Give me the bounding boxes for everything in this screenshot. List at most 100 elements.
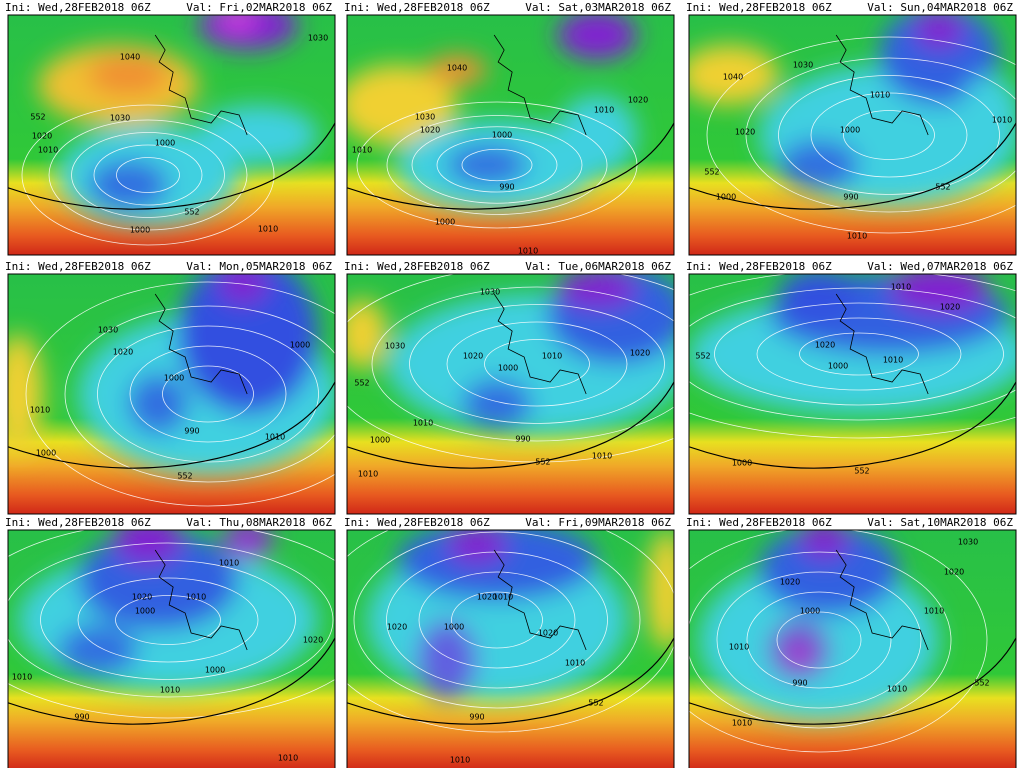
contour-552 [689, 122, 1016, 210]
isobar [843, 110, 935, 160]
contour-label: 1010 [219, 559, 239, 568]
contour-label: 1030 [793, 61, 813, 70]
contour-label: 1040 [120, 53, 140, 62]
contour-label: 990 [184, 427, 199, 436]
contour-label: 1010 [186, 593, 206, 602]
contour-label: 1010 [870, 91, 890, 100]
forecast-panel: Ini: Wed,28FEB2018 06Z Val: Mon,05MAR2018… [5, 260, 336, 515]
contour-label: 1030 [98, 326, 118, 335]
forecast-panel: Ini: Wed,28FEB2018 06Z Val: Fri,09MAR2018… [344, 516, 675, 768]
map-frame [688, 529, 1017, 768]
contour-label: 1020 [780, 578, 800, 587]
contour-label: 1010 [847, 232, 867, 241]
pressure-field [689, 274, 1016, 414]
init-time: Ini: Wed,28FEB2018 06Z [344, 260, 490, 273]
isobar [689, 287, 1016, 421]
contour-552 [8, 381, 335, 469]
valid-time: Val: Sat,10MAR2018 06Z [867, 516, 1013, 529]
contour-label: 1010 [258, 225, 278, 234]
init-time: Ini: Wed,28FEB2018 06Z [5, 1, 151, 14]
isobar [115, 595, 221, 645]
contour-label: 552 [535, 458, 550, 467]
forecast-panel: Ini: Wed,28FEB2018 06Z Val: Sat,03MAR2018… [344, 1, 675, 256]
isobar [64, 305, 335, 483]
contour-label: 1020 [32, 132, 52, 141]
contour-label: 1000 [716, 193, 736, 202]
isobar [776, 611, 862, 669]
valid-time: Val: Tue,06MAR2018 06Z [525, 260, 671, 273]
contour-label: 1000 [732, 459, 752, 468]
map-frame [346, 14, 675, 256]
contour-label: 1000 [492, 131, 512, 140]
contour-label: 1000 [130, 226, 150, 235]
contour-label: 1010 [358, 470, 378, 479]
pressure-field [347, 274, 674, 434]
isobar [714, 302, 1004, 406]
valid-time: Val: Sat,03MAR2018 06Z [525, 1, 671, 14]
init-time: Ini: Wed,28FEB2018 06Z [686, 516, 832, 529]
contour-label: 1010 [38, 146, 58, 155]
map-frame [346, 529, 675, 768]
contour-label: 1010 [265, 433, 285, 442]
init-time: Ini: Wed,28FEB2018 06Z [5, 516, 151, 529]
isobar [461, 148, 533, 182]
isobar [451, 591, 543, 649]
isobar [810, 92, 968, 178]
isobar [418, 571, 576, 669]
coastline [154, 34, 248, 136]
map: 1010 1020 1010 1000 1020 1000 1010 1010 990 1010 [8, 530, 335, 768]
contour-552 [689, 637, 1016, 725]
contour-label: 1040 [723, 73, 743, 82]
contour-label: 1000 [164, 374, 184, 383]
isobar [411, 126, 583, 204]
pressure-field [8, 274, 335, 474]
isobar [347, 530, 674, 733]
contour-label: 552 [588, 699, 603, 708]
contour-552 [8, 122, 335, 210]
map: 1030 1020 1000 1010 990 1000 552 1010 1000 [8, 274, 335, 514]
contour-label: 1010 [891, 283, 911, 292]
contour-label: 1010 [12, 673, 32, 682]
contour-label: 1010 [278, 754, 298, 763]
contour-label: 1000 [155, 139, 175, 148]
pressure-field [699, 530, 939, 720]
isobar [386, 115, 608, 215]
contour-label: 552 [184, 208, 199, 217]
valid-time: Val: Fri,09MAR2018 06Z [525, 516, 671, 529]
contour-label: 1010 [594, 106, 614, 115]
forecast-panel: Ini: Wed,28FEB2018 06Z Val: Tue,06MAR2018… [344, 260, 675, 515]
isobar [409, 304, 665, 424]
contour-label: 552 [704, 168, 719, 177]
contour-label: 552 [935, 183, 950, 192]
pressure-field [689, 15, 1016, 205]
isobar [386, 551, 608, 689]
forecast-panel: Ini: Wed,28FEB2018 06Z Val: Thu,08MAR2018… [5, 516, 336, 768]
map: 1010 1020 1020 1000 1010 552 1000 552 [689, 274, 1016, 514]
coastline [835, 549, 929, 651]
isobar [162, 365, 254, 423]
contour-label: 1010 [450, 756, 470, 765]
contour-label: 1010 [30, 406, 50, 415]
coastline [493, 34, 587, 136]
isobar [21, 104, 275, 246]
contour-label: 552 [354, 379, 369, 388]
valid-time: Val: Thu,08MAR2018 06Z [186, 516, 332, 529]
contour-label: 1030 [480, 288, 500, 297]
isobar [40, 560, 296, 680]
isobar [353, 531, 641, 709]
pressure-field [18, 530, 318, 690]
contour-label: 1000 [828, 362, 848, 371]
contour-label: 1030 [415, 113, 435, 122]
contour-label: 1010 [924, 607, 944, 616]
contour-552 [347, 122, 674, 210]
isobar [71, 132, 225, 218]
coastline [835, 34, 929, 136]
init-time: Ini: Wed,28FEB2018 06Z [686, 1, 832, 14]
contour-label: 1010 [413, 419, 433, 428]
map: 1030 1030 1020 1000 1010 552 1010 990 1000 552 101… [347, 274, 674, 514]
contour-label: 1030 [958, 538, 978, 547]
valid-time: Val: Fri,02MAR2018 06Z [186, 1, 332, 14]
map-frame [688, 273, 1017, 515]
coastline [493, 549, 587, 651]
